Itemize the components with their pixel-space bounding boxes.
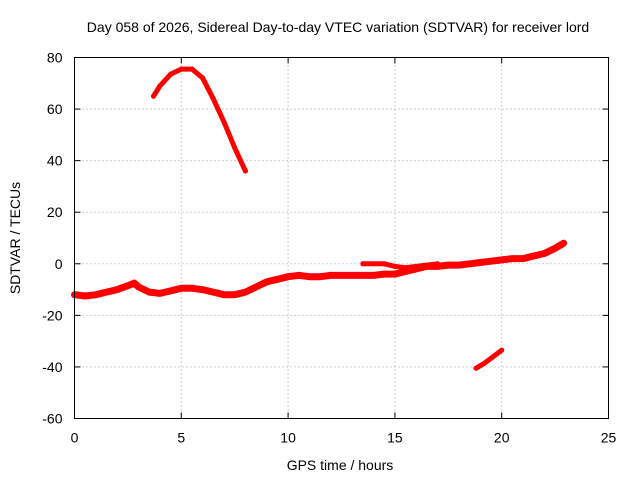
data-point [467,261,473,267]
data-point [541,251,547,256]
data-point [157,290,163,296]
x-tick-label: 20 [494,430,510,446]
data-point [157,83,163,89]
y-tick-label: 20 [47,204,63,220]
data-point [328,272,334,278]
data-point [413,263,419,269]
series-upper-arc [151,66,248,174]
y-tick-label: -40 [42,359,62,375]
data-point [499,257,505,263]
data-point [531,253,537,259]
data-point [381,261,387,267]
y-axis-label: SDTVAR / TECUs [7,182,23,294]
x-tick-label: 5 [177,430,185,446]
data-point [146,289,152,295]
data-series [71,66,568,371]
data-point [168,288,174,294]
data-point [445,262,451,268]
data-point [499,347,505,353]
y-tick-label: 60 [47,101,63,117]
data-point [435,261,441,267]
data-point [114,287,120,293]
data-point [242,289,248,295]
x-tick-label: 25 [601,430,617,446]
data-point [488,258,494,264]
data-point [200,287,206,293]
data-point [232,145,238,151]
data-point [424,262,430,268]
data-point [349,272,355,278]
data-point [552,245,558,251]
data-point [520,256,526,262]
data-point [317,274,323,280]
data-point [360,272,366,278]
data-point [210,96,216,102]
data-point [339,272,344,278]
data-point [392,271,398,277]
data-point [200,75,206,81]
data-point [477,260,483,265]
data-point [125,283,131,289]
data-point [403,269,409,274]
plot-frame [74,57,609,419]
data-point [242,168,248,174]
data-point [93,292,99,298]
data-point [136,284,142,290]
data-point [371,272,376,278]
data-point [131,280,137,286]
data-point [82,293,88,299]
data-point [296,272,302,278]
axis-ticks [74,57,609,419]
data-point [168,71,174,77]
data-point [151,93,156,99]
data-point [381,271,387,277]
y-tick-label: 0 [55,256,63,272]
data-point [178,285,184,291]
y-tick-label: 40 [47,153,63,169]
data-point [509,256,515,262]
data-point [253,284,259,290]
data-point [178,66,184,72]
data-point [221,292,227,298]
x-axis-label: GPS time / hours [287,457,394,473]
data-point [274,276,280,282]
grid [74,57,609,419]
data-point [561,240,567,246]
data-point [264,279,270,285]
y-tick-label: -60 [42,411,62,427]
data-point [482,360,488,366]
chart-title: Day 058 of 2026, Sidereal Day-to-day VTE… [87,19,589,35]
data-point [371,261,376,267]
series-main-band [71,239,568,300]
x-tick-label: 10 [280,430,296,446]
data-point [490,354,496,360]
series-lower-segment [473,347,505,371]
data-point [189,66,195,72]
x-tick-labels: 0 5 10 15 20 25 [71,430,617,446]
x-tick-label: 15 [387,430,403,446]
data-point [285,274,291,280]
data-point [360,261,366,267]
x-tick-label: 0 [71,430,79,446]
data-point [392,263,398,269]
y-tick-label: -20 [42,307,62,323]
data-point [189,285,195,291]
data-point [307,274,312,280]
data-point [473,365,479,371]
y-tick-label: 80 [47,50,63,66]
data-point [456,262,462,268]
data-point [210,289,216,295]
data-point [104,289,109,295]
data-point [232,292,238,298]
y-tick-labels: -60 -40 -20 0 20 40 60 80 [42,50,62,427]
data-point [403,265,409,271]
data-point [221,119,227,125]
